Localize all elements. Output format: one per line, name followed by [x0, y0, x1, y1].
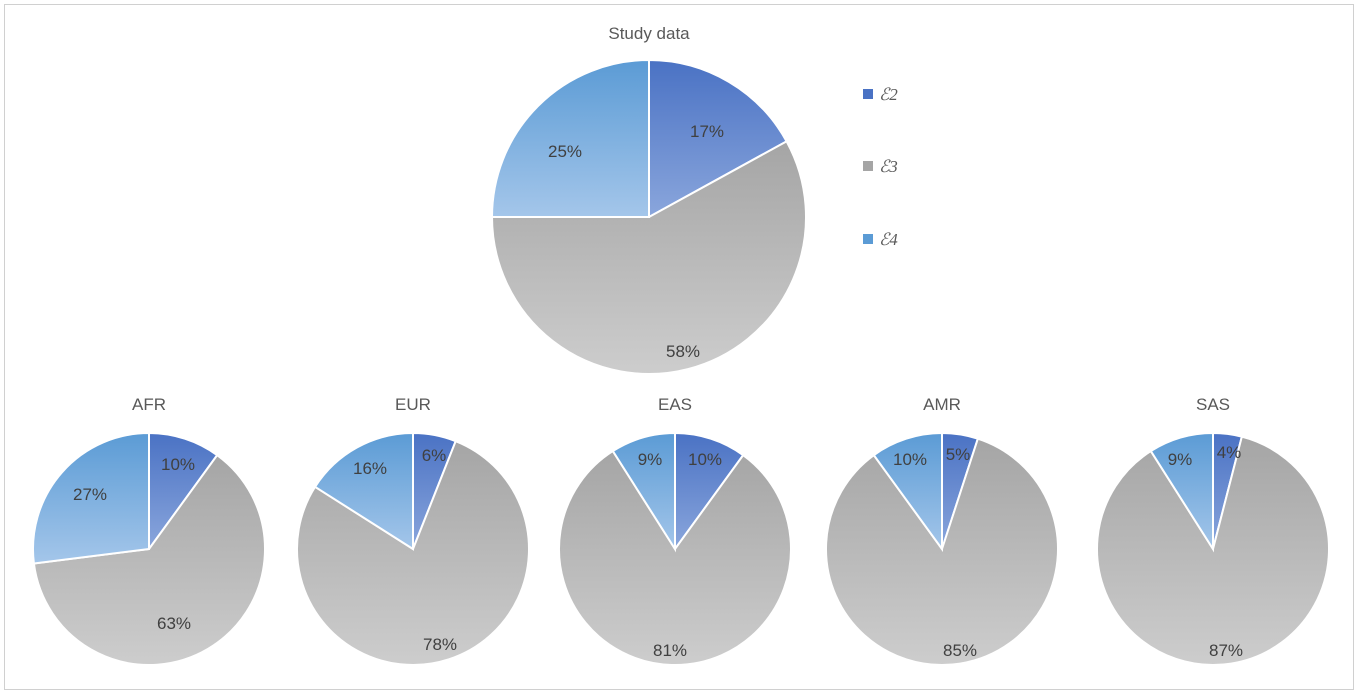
pie-title: SAS	[1196, 395, 1230, 414]
pie-slices	[32, 431, 266, 666]
pie-title: Study data	[608, 24, 690, 43]
slice-e4	[313, 431, 414, 551]
pie-slices	[296, 431, 530, 666]
slice-e4	[1149, 431, 1214, 553]
slice-label-e4: 25%	[548, 142, 582, 161]
slice-e3	[32, 453, 266, 666]
slice-e3	[490, 140, 807, 375]
slice-e3	[558, 449, 792, 666]
legend: ℰ2 ℰ3 ℰ4	[863, 85, 898, 249]
slice-e2	[148, 431, 219, 553]
legend-label-e2: ℰ2	[879, 85, 898, 104]
pie-slices	[1096, 431, 1330, 666]
slice-e3	[296, 439, 530, 666]
legend-swatch-e4	[863, 234, 873, 244]
slice-e4	[490, 58, 650, 218]
slice-e2	[648, 58, 788, 219]
pie-title: AMR	[923, 395, 961, 414]
pie-afr: AFR 10% 63% 27%	[32, 395, 266, 666]
slice-label-e2: 6%	[422, 446, 447, 465]
pie-eur: EUR 6% 78% 16%	[296, 395, 530, 666]
slice-e4	[32, 431, 150, 565]
slice-label-e4: 27%	[73, 485, 107, 504]
slice-e3	[825, 437, 1059, 666]
slice-label-e2: 4%	[1217, 443, 1242, 462]
slice-label-e4: 9%	[638, 450, 663, 469]
slice-label-e3: 87%	[1209, 641, 1243, 660]
pie-title: AFR	[132, 395, 166, 414]
pie-sas: SAS 4% 87% 9%	[1096, 395, 1330, 666]
slice-label-e3: 85%	[943, 641, 977, 660]
slice-label-e3: 78%	[423, 635, 457, 654]
slice-label-e4: 16%	[353, 459, 387, 478]
legend-swatch-e2	[863, 89, 873, 99]
pie-slices	[490, 58, 807, 375]
pie-amr: AMR 5% 85% 10%	[825, 395, 1059, 666]
pie-eas: EAS 10% 81% 9%	[558, 395, 792, 666]
pie-study-data: Study data 17% 58% 25%	[490, 24, 807, 375]
pie-title: EUR	[395, 395, 431, 414]
slice-label-e2: 5%	[946, 445, 971, 464]
slice-e4	[611, 431, 676, 553]
slice-label-e2: 10%	[688, 450, 722, 469]
legend-label-e4: ℰ4	[879, 230, 898, 249]
slice-label-e3: 63%	[157, 614, 191, 633]
slice-label-e4: 10%	[893, 450, 927, 469]
chart-frame	[4, 4, 1354, 690]
slice-label-e3: 81%	[653, 641, 687, 660]
slice-e4	[872, 431, 943, 553]
slice-label-e3: 58%	[666, 342, 700, 361]
legend-label-e3: ℰ3	[879, 157, 898, 176]
legend-swatch-e3	[863, 161, 873, 171]
pie-slices	[558, 431, 792, 666]
slice-label-e4: 9%	[1168, 450, 1193, 469]
pie-slices	[825, 431, 1059, 666]
pie-title: EAS	[658, 395, 692, 414]
slice-e2	[674, 431, 745, 553]
slice-label-e2: 17%	[690, 122, 724, 141]
slice-label-e2: 10%	[161, 455, 195, 474]
